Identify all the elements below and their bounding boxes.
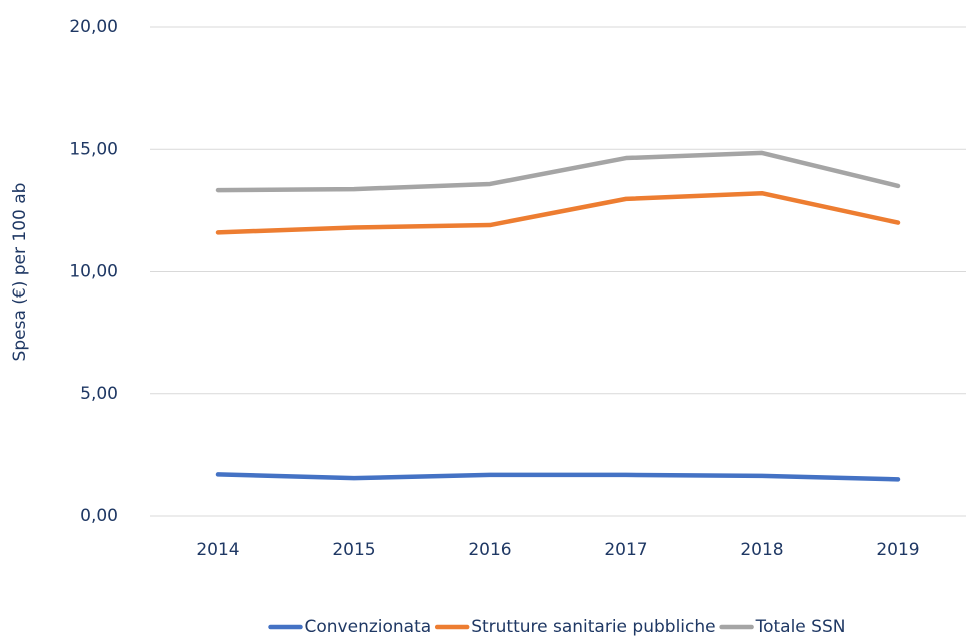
x-tick-label: 2014 bbox=[196, 540, 239, 560]
series-line bbox=[215, 150, 901, 193]
y-tick-label: 0,00 bbox=[80, 506, 118, 526]
legend-label: Convenzionata bbox=[305, 617, 432, 637]
y-tick-label: 10,00 bbox=[69, 262, 118, 282]
x-tick-label: 2015 bbox=[332, 540, 375, 560]
series-line bbox=[215, 191, 901, 235]
y-axis-label: Spesa (€) per 100 ab bbox=[10, 183, 30, 362]
y-tick-label: 20,00 bbox=[69, 17, 118, 37]
y-tick-label: 15,00 bbox=[69, 139, 118, 159]
y-tick-label: 5,00 bbox=[80, 384, 118, 404]
x-tick-label: 2016 bbox=[468, 540, 511, 560]
x-tick-label: 2017 bbox=[604, 540, 647, 560]
x-tick-label: 2019 bbox=[876, 540, 919, 560]
legend-label: Strutture sanitarie pubbliche bbox=[471, 617, 715, 637]
legend-label: Totale SSN bbox=[755, 617, 846, 637]
x-tick-label: 2018 bbox=[740, 540, 783, 560]
series-line bbox=[215, 472, 901, 482]
